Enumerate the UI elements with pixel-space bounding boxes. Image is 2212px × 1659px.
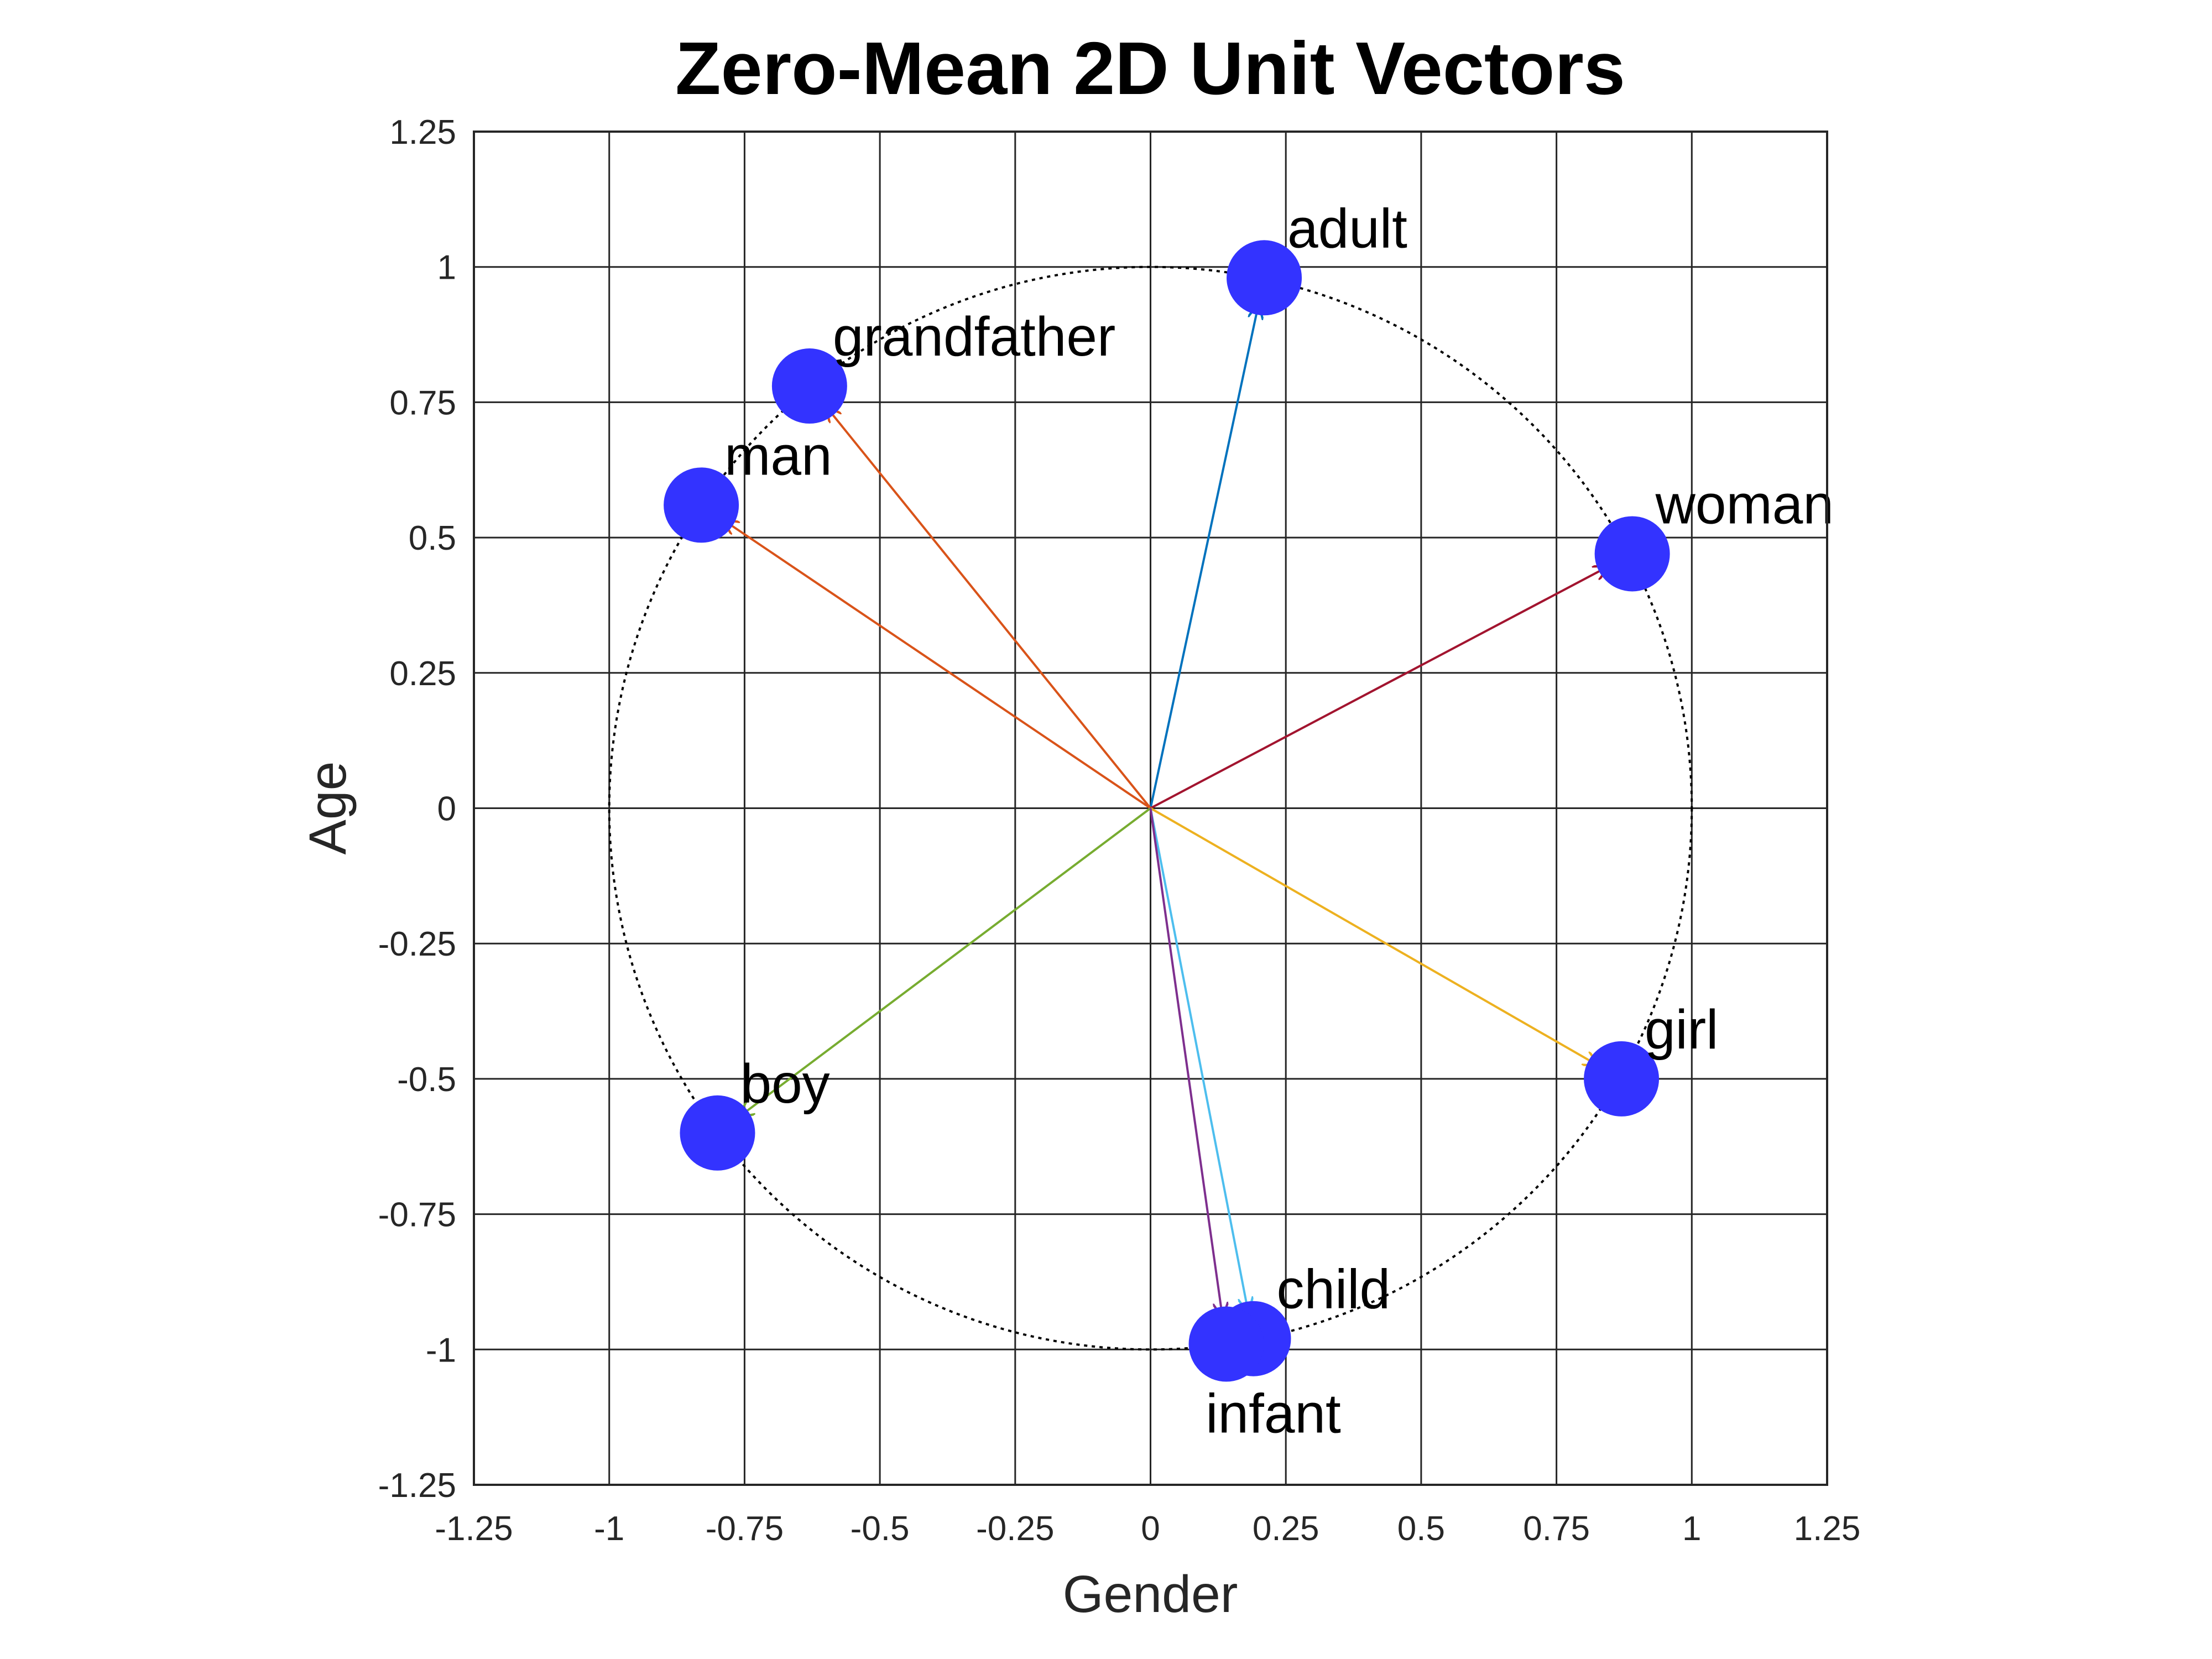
point-label-child: child bbox=[1276, 1259, 1390, 1321]
point-label-woman: woman bbox=[1655, 473, 1834, 535]
unit-circle bbox=[608, 265, 1693, 1351]
vector-arrow-adult bbox=[1149, 304, 1259, 808]
point-marker-grandfather bbox=[771, 348, 847, 424]
unit-circle-layer bbox=[608, 265, 1693, 1351]
y-tick-label: 0.75 bbox=[389, 384, 456, 422]
y-tick-label: 0.5 bbox=[409, 519, 456, 557]
markers bbox=[664, 240, 1670, 1382]
chart-title: Zero-Mean 2D Unit Vectors bbox=[675, 27, 1625, 110]
vector-arrow-man bbox=[723, 520, 1151, 810]
point-label-grandfather: grandfather bbox=[833, 306, 1115, 368]
y-axis-label: Age bbox=[299, 761, 357, 854]
y-tick-label: -1 bbox=[426, 1331, 456, 1369]
x-tick-label: 1 bbox=[1682, 1510, 1701, 1548]
vector-arrow-boy bbox=[739, 807, 1151, 1118]
vector-arrow-girl bbox=[1150, 807, 1599, 1066]
point-marker-girl bbox=[1584, 1041, 1660, 1117]
y-tick-label: 0 bbox=[437, 790, 456, 828]
vector-arrow-infant bbox=[1149, 808, 1223, 1318]
point-marker-boy bbox=[680, 1095, 755, 1171]
x-tick-label: 0.5 bbox=[1397, 1510, 1445, 1548]
point-marker-woman bbox=[1594, 516, 1670, 592]
y-tick-label: -0.75 bbox=[378, 1196, 456, 1234]
x-tick-label: 0.75 bbox=[1523, 1510, 1590, 1548]
vectors bbox=[723, 304, 1609, 1318]
vector-arrow-woman bbox=[1150, 566, 1609, 810]
y-tick-label: -0.5 bbox=[397, 1061, 456, 1099]
point-label-infant: infant bbox=[1206, 1383, 1341, 1445]
tick-labels: -1.25 -1 -0.75 -0.5 -0.25 0 0.25 0.5 0.75 1 1.25 1.… bbox=[378, 113, 1861, 1548]
y-tick-label: -1.25 bbox=[378, 1467, 456, 1505]
point-label-girl: girl bbox=[1645, 999, 1718, 1061]
point-marker-adult bbox=[1227, 240, 1302, 316]
y-tick-label: 1 bbox=[437, 249, 456, 287]
x-tick-label: -0.75 bbox=[706, 1510, 784, 1548]
x-tick-label: -1.25 bbox=[435, 1510, 513, 1548]
x-tick-label: -0.5 bbox=[851, 1510, 910, 1548]
vector-arrow-child bbox=[1149, 808, 1249, 1313]
x-tick-label: 0 bbox=[1141, 1510, 1160, 1548]
x-axis-label: Gender bbox=[1063, 1565, 1238, 1624]
y-tick-label: -0.25 bbox=[378, 925, 456, 963]
point-label-boy: boy bbox=[740, 1053, 830, 1115]
point-label-man: man bbox=[724, 425, 832, 487]
point-label-adult: adult bbox=[1287, 197, 1407, 259]
x-tick-label: 0.25 bbox=[1253, 1510, 1319, 1548]
x-tick-label: -1 bbox=[594, 1510, 624, 1548]
point-marker-infant bbox=[1188, 1306, 1264, 1382]
vector-arrow-grandfather bbox=[826, 406, 1152, 809]
point-marker-man bbox=[664, 467, 739, 543]
y-tick-label: 0.25 bbox=[389, 655, 456, 693]
y-tick-label: 1.25 bbox=[389, 113, 456, 152]
x-tick-label: 1.25 bbox=[1794, 1510, 1861, 1548]
x-tick-label: -0.25 bbox=[976, 1510, 1054, 1548]
plot-frame bbox=[473, 131, 1828, 1486]
